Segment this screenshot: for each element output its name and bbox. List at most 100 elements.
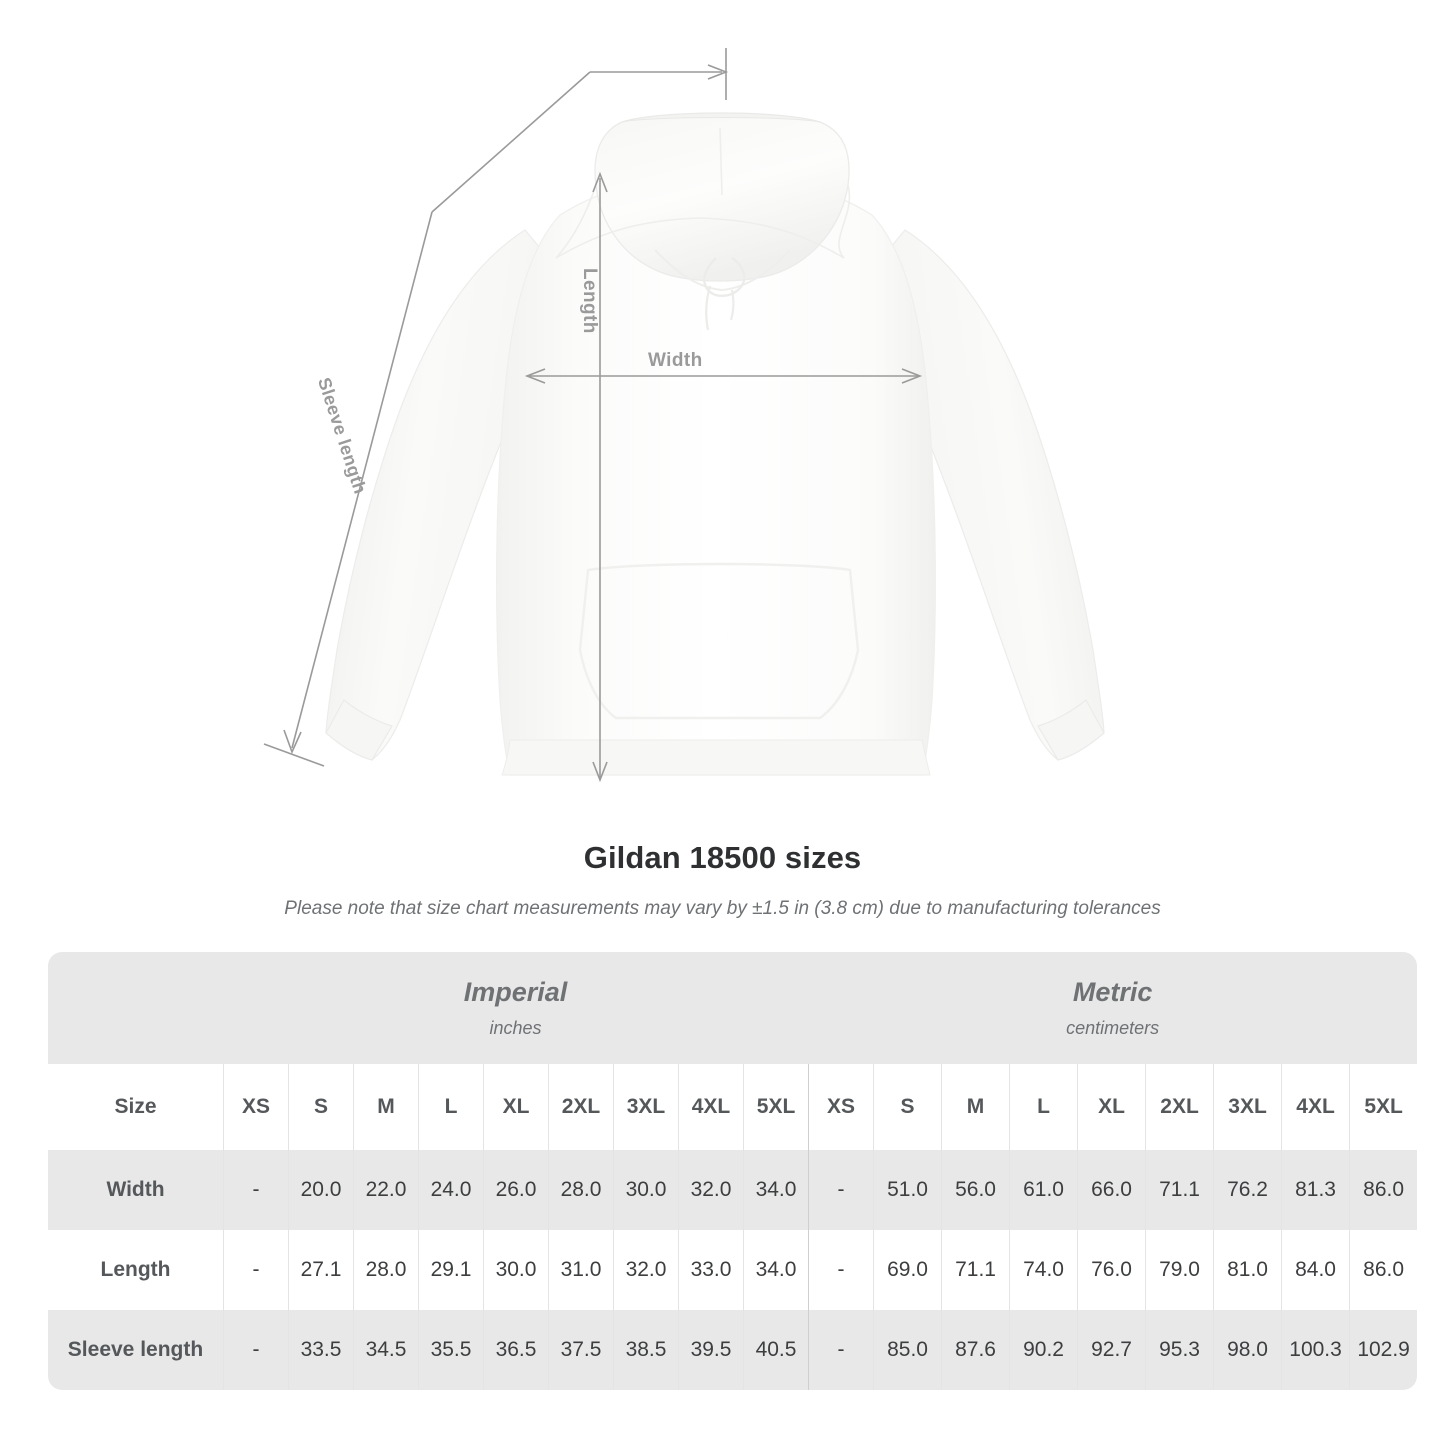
cell-length-imperial-m: 28.0 (353, 1230, 418, 1310)
cell-width-imperial-xs: - (223, 1150, 288, 1230)
cell-sleeve-imperial-xl: 36.5 (483, 1310, 548, 1390)
hoodie-illustration (263, 48, 1105, 783)
unit-banner-spacer (48, 952, 223, 1064)
size-col-imperial-4xl: 4XL (678, 1064, 743, 1150)
size-col-metric-5xl: 5XL (1349, 1064, 1418, 1150)
unit-metric-cell: Metric centimeters (808, 952, 1418, 1064)
cell-sleeve-metric-5xl: 102.9 (1349, 1310, 1418, 1390)
length-arrow-top (592, 171, 608, 193)
row-label-sleeve-length: Sleeve length (48, 1310, 223, 1390)
cell-sleeve-metric-s: 85.0 (873, 1310, 942, 1390)
cell-sleeve-imperial-5xl: 40.5 (743, 1310, 809, 1390)
unit-banner-row: Imperial inches Metric centimeters (48, 952, 1418, 1064)
cell-length-metric-s: 69.0 (873, 1230, 942, 1310)
size-col-imperial-3xl: 3XL (613, 1064, 678, 1150)
cell-sleeve-imperial-m: 34.5 (353, 1310, 418, 1390)
drawstring-knot (703, 257, 746, 297)
cell-width-imperial-3xl: 30.0 (613, 1150, 678, 1230)
bottom-hem (501, 739, 931, 776)
size-header-row: Size XS S M L XL 2XL 3XL 4XL 5XL XS S M … (48, 1064, 1418, 1150)
cell-length-metric-5xl: 86.0 (1349, 1230, 1418, 1310)
cell-length-metric-2xl: 79.0 (1145, 1230, 1214, 1310)
size-col-imperial-xs: XS (223, 1064, 288, 1150)
cell-width-metric-5xl: 86.0 (1349, 1150, 1418, 1230)
unit-metric-sub: centimeters (1066, 1018, 1160, 1039)
page-title: Gildan 18500 sizes (583, 840, 862, 875)
unit-imperial-cell: Imperial inches (223, 952, 809, 1064)
cell-width-imperial-2xl: 28.0 (548, 1150, 613, 1230)
size-col-imperial-l: L (418, 1064, 483, 1150)
right-cuff (1037, 699, 1105, 761)
cell-width-metric-m: 56.0 (941, 1150, 1010, 1230)
cell-width-imperial-l: 24.0 (418, 1150, 483, 1230)
cell-sleeve-imperial-s: 33.5 (288, 1310, 353, 1390)
cell-width-imperial-4xl: 32.0 (678, 1150, 743, 1230)
neckline (654, 249, 791, 292)
cell-width-imperial-5xl: 34.0 (743, 1150, 809, 1230)
size-chart-table-container: Imperial inches Metric centimeters Size … (48, 952, 1418, 1390)
sleeve-arrow-right (707, 64, 729, 80)
size-col-metric-4xl: 4XL (1281, 1064, 1350, 1150)
width-arrow-left (524, 368, 546, 384)
cell-length-imperial-s: 27.1 (288, 1230, 353, 1310)
width-dimension-label: Width (648, 350, 703, 371)
size-col-metric-m: M (941, 1064, 1010, 1150)
left-cuff (325, 699, 393, 761)
cell-sleeve-imperial-4xl: 39.5 (678, 1310, 743, 1390)
size-col-imperial-s: S (288, 1064, 353, 1150)
cell-sleeve-imperial-2xl: 37.5 (548, 1310, 613, 1390)
cell-sleeve-imperial-xs: - (223, 1310, 288, 1390)
drawstring-left (705, 285, 712, 331)
cell-width-metric-3xl: 76.2 (1213, 1150, 1282, 1230)
size-header-label: Size (48, 1064, 223, 1150)
row-label-length: Length (48, 1230, 223, 1310)
cell-width-metric-xs: - (808, 1150, 874, 1230)
size-col-metric-2xl: 2XL (1145, 1064, 1214, 1150)
chart-heading: Gildan 18500 sizes Please note that size… (0, 840, 1445, 920)
cell-sleeve-metric-l: 90.2 (1009, 1310, 1078, 1390)
hood-center-fold (719, 127, 723, 196)
length-arrow-bottom (592, 761, 608, 783)
cell-length-metric-xs: - (808, 1230, 874, 1310)
cell-width-imperial-m: 22.0 (353, 1150, 418, 1230)
cell-width-metric-2xl: 71.1 (1145, 1150, 1214, 1230)
cell-sleeve-metric-xs: - (808, 1310, 874, 1390)
size-col-imperial-m: M (353, 1064, 418, 1150)
cell-length-imperial-4xl: 33.0 (678, 1230, 743, 1310)
hood-shoulder-seam (555, 184, 851, 259)
size-col-imperial-xl: XL (483, 1064, 548, 1150)
table-row: Sleeve length - 33.5 34.5 35.5 36.5 37.5… (48, 1310, 1418, 1390)
cell-sleeve-metric-xl: 92.7 (1077, 1310, 1146, 1390)
unit-imperial-name: Imperial (463, 976, 568, 1007)
sleeve-arrow-bottom (283, 729, 302, 755)
sleeve-bottom-tick (263, 743, 325, 767)
unit-imperial-sub: inches (489, 1018, 542, 1039)
hoodie-measurement-diagram: Length Width Sleeve length (263, 48, 1105, 783)
unit-metric-name: Metric (1072, 976, 1153, 1007)
kangaroo-pocket (578, 562, 860, 720)
cell-length-imperial-5xl: 34.0 (743, 1230, 809, 1310)
cell-length-imperial-xl: 30.0 (483, 1230, 548, 1310)
row-label-width: Width (48, 1150, 223, 1230)
cell-width-metric-l: 61.0 (1009, 1150, 1078, 1230)
cell-length-metric-4xl: 84.0 (1281, 1230, 1350, 1310)
cell-length-imperial-xs: - (223, 1230, 288, 1310)
cell-width-imperial-xl: 26.0 (483, 1150, 548, 1230)
size-col-metric-xs: XS (808, 1064, 874, 1150)
size-col-metric-s: S (873, 1064, 942, 1150)
hood-trim (621, 112, 821, 123)
cell-length-metric-xl: 76.0 (1077, 1230, 1146, 1310)
cell-length-imperial-l: 29.1 (418, 1230, 483, 1310)
cell-width-metric-s: 51.0 (873, 1150, 942, 1230)
table-row: Length - 27.1 28.0 29.1 30.0 31.0 32.0 3… (48, 1230, 1418, 1310)
sleeve-diagonal-lower (291, 211, 433, 749)
cell-length-metric-m: 71.1 (941, 1230, 1010, 1310)
size-chart-table: Imperial inches Metric centimeters Size … (48, 952, 1418, 1390)
cell-sleeve-imperial-3xl: 38.5 (613, 1310, 678, 1390)
cell-sleeve-imperial-l: 35.5 (418, 1310, 483, 1390)
cell-length-metric-3xl: 81.0 (1213, 1230, 1282, 1310)
cell-width-metric-4xl: 81.3 (1281, 1150, 1350, 1230)
table-row: Width - 20.0 22.0 24.0 26.0 28.0 30.0 32… (48, 1150, 1418, 1230)
cell-width-imperial-s: 20.0 (288, 1150, 353, 1230)
